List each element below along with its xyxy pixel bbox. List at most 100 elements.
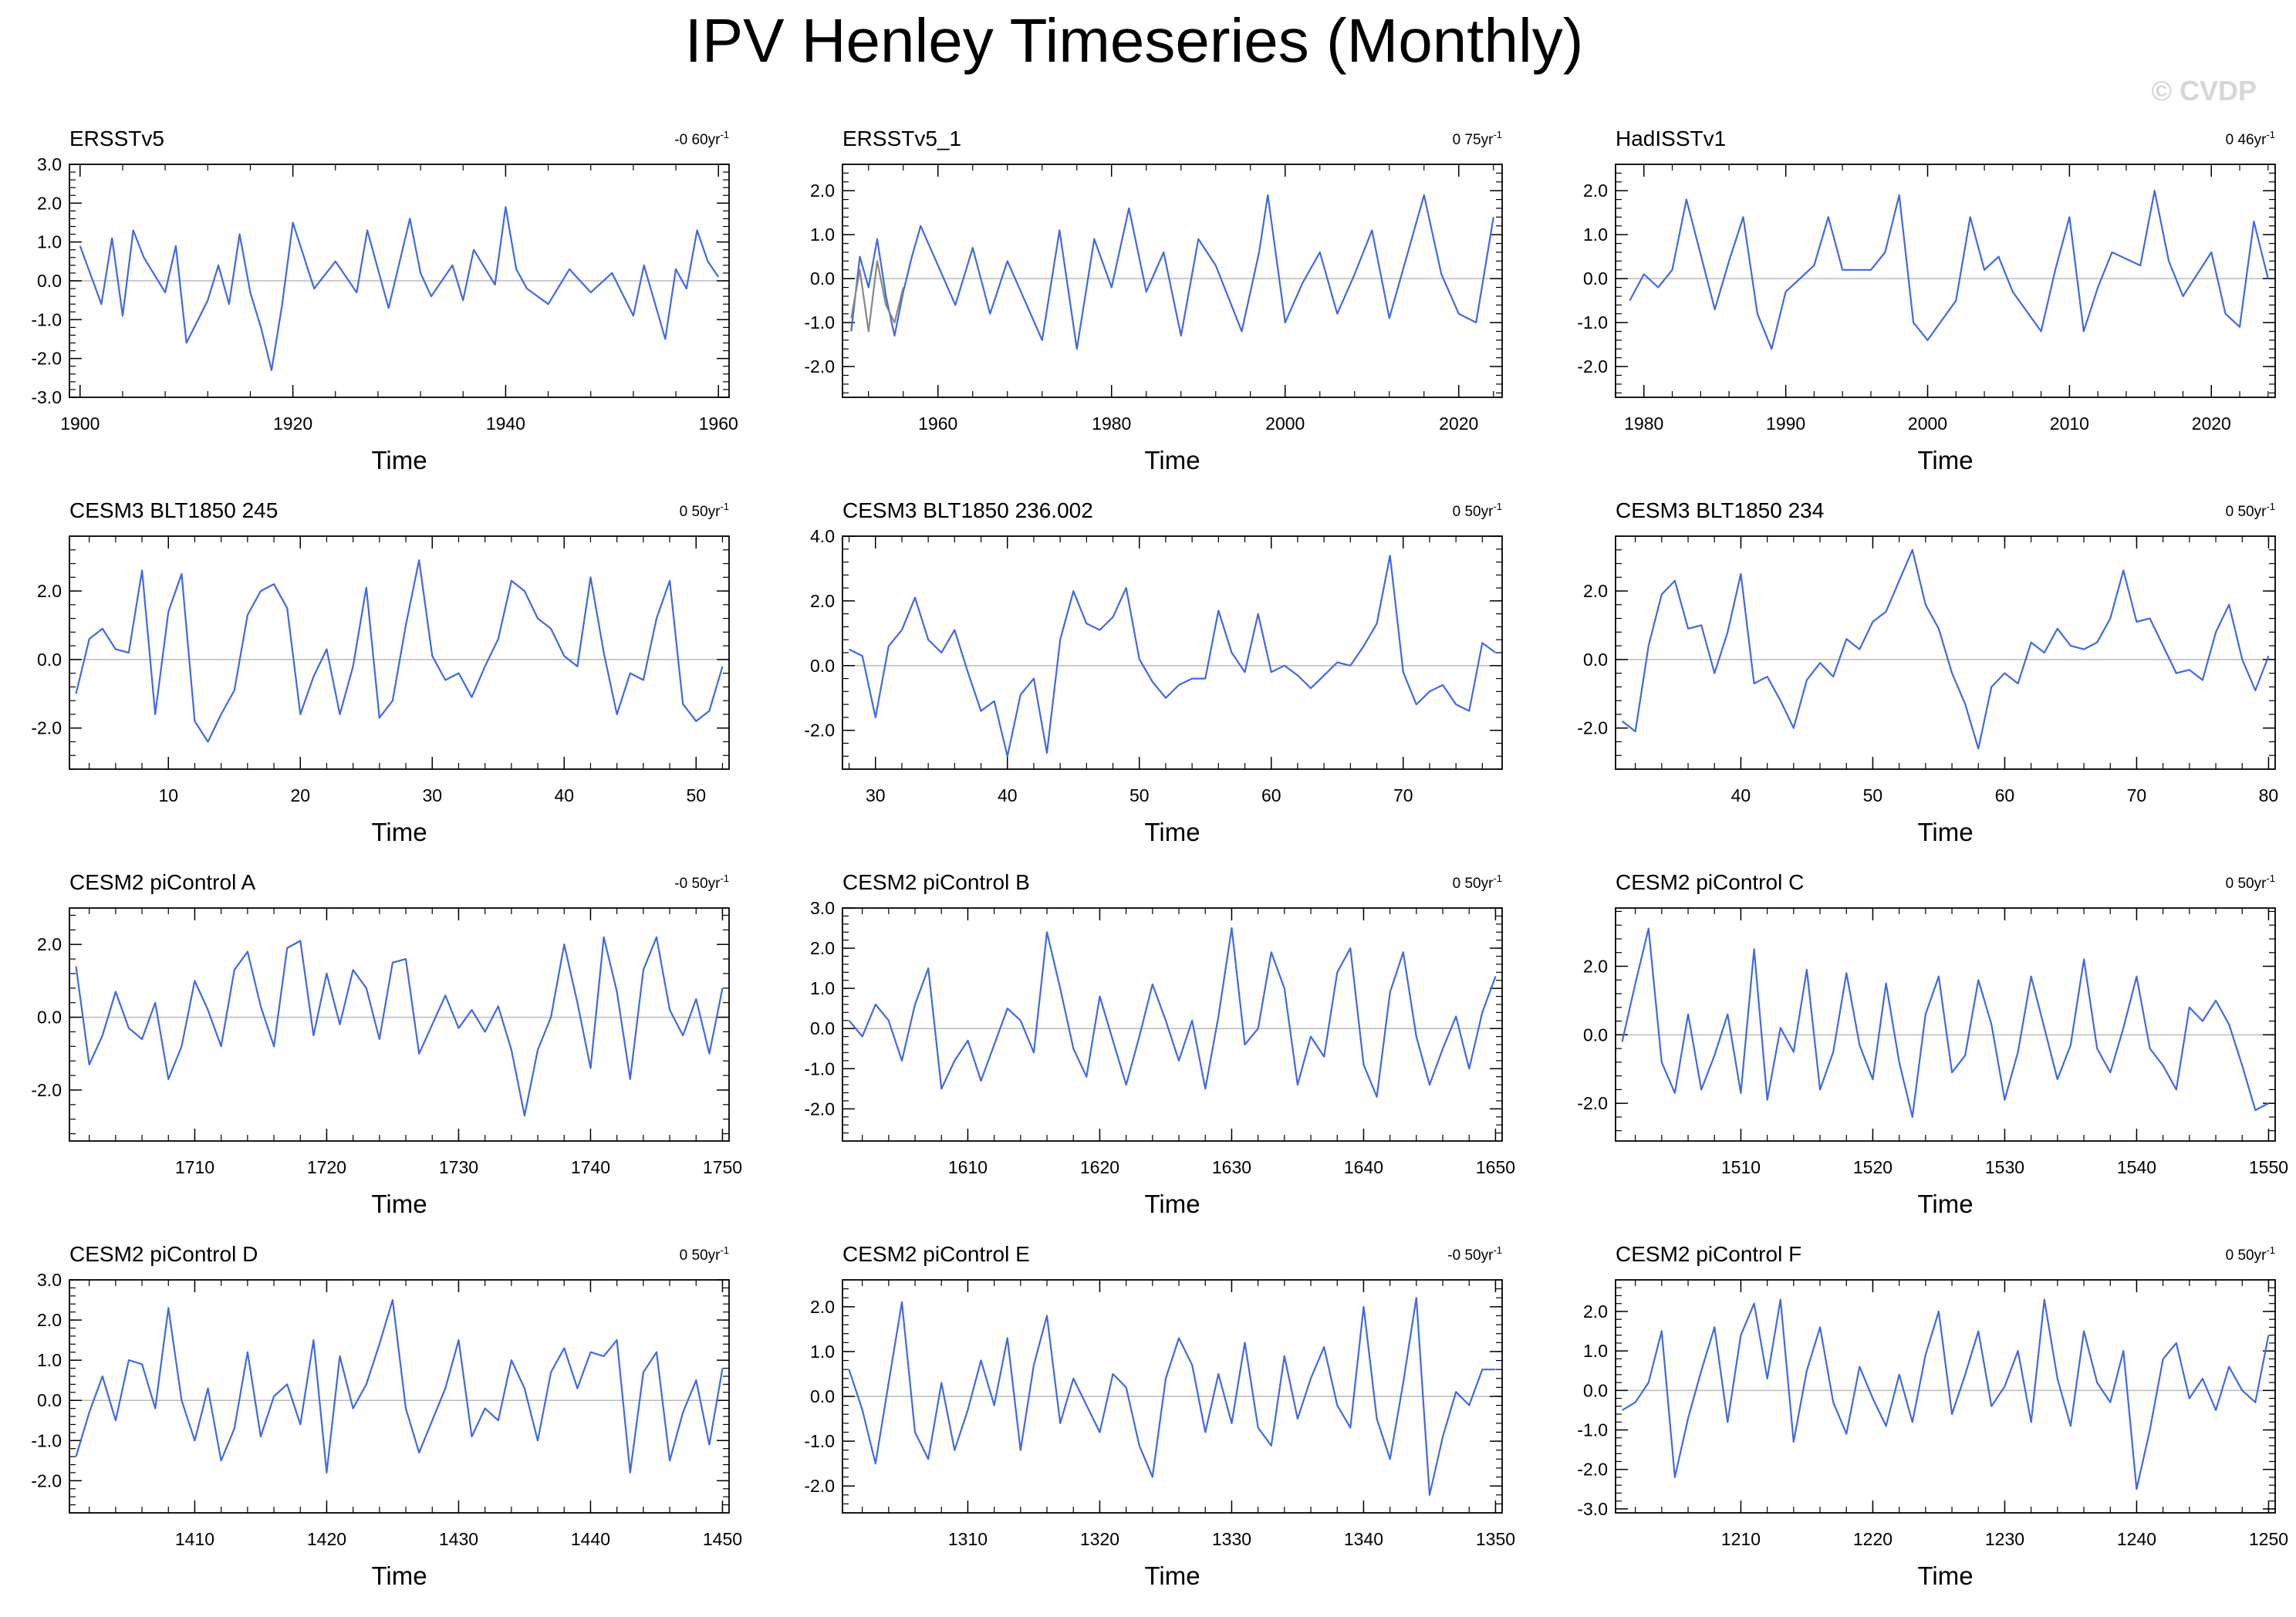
figure-title: IPV Henley Timeseries (Monthly) [685, 6, 1584, 75]
y-tick-label: -3.0 [1577, 1499, 1608, 1519]
y-tick-label: 2.0 [810, 591, 835, 611]
series-line [849, 555, 1497, 758]
panel-title: CESM2 piControl C [1616, 870, 1804, 894]
series-line [850, 260, 904, 333]
y-tick-label: -1.0 [804, 1058, 835, 1079]
x-tick-label: 1420 [307, 1529, 346, 1549]
y-tick-label: -2.0 [1577, 356, 1608, 376]
plot-frame [1615, 164, 2276, 398]
panel-trend: 0 50yr-1 [680, 501, 729, 520]
plot-frame [842, 907, 1503, 1142]
y-tick-label: -1.0 [804, 1431, 835, 1451]
y-tick-label: 2.0 [810, 181, 835, 201]
plot-frame [69, 907, 730, 1142]
y-tick-label: 0.0 [1583, 650, 1608, 670]
trend-exponent: -1 [1493, 501, 1502, 512]
x-tick-label: 1980 [1092, 414, 1131, 434]
y-tick-label: 1.0 [810, 224, 835, 245]
trend-exponent: -1 [2266, 1244, 2275, 1256]
x-tick-label: 1960 [918, 414, 957, 434]
x-tick-label: 1990 [1766, 414, 1805, 434]
panel-trend: 0 50yr-1 [2226, 873, 2275, 892]
chart-panel: CESM2 piControl D 0 50yr-1 1410 1420 1430 144… [31, 1242, 742, 1590]
series-line [850, 194, 1494, 350]
x-tick-label: 50 [1129, 785, 1150, 805]
panel-trend: 0 75yr-1 [1453, 129, 1502, 148]
y-tick-label: 1.0 [37, 232, 62, 252]
x-tick-label: 1620 [1080, 1157, 1119, 1177]
y-tick-label: 2.0 [37, 581, 62, 601]
panel-title: CESM3 BLT1850 236.002 [842, 498, 1093, 522]
y-tick-label: -2.0 [31, 1470, 62, 1490]
y-tick-label: 3.0 [37, 154, 62, 174]
y-tick-label: -2.0 [31, 718, 62, 738]
x-tick-label: 1940 [486, 414, 525, 434]
x-axis-label: Time [371, 1561, 427, 1590]
chart-panel: ERSSTv5_1 0 75yr-1 1960 1980 2000 2020 -2.0 -1.… [804, 127, 1503, 474]
x-tick-label: 60 [1995, 785, 2015, 805]
x-tick-label: 1430 [439, 1529, 478, 1549]
y-tick-label: 2.0 [1583, 1301, 1608, 1322]
y-tick-label: 2.0 [37, 1310, 62, 1330]
x-tick-label: 2000 [1908, 414, 1947, 434]
trend-exponent: -1 [1493, 129, 1502, 140]
watermark: © CVDP [2151, 75, 2257, 106]
series-line [848, 927, 1497, 1098]
x-axis-label: Time [1144, 1190, 1200, 1218]
trend-exponent: -1 [720, 1244, 729, 1256]
x-tick-label: 1980 [1624, 414, 1663, 434]
x-tick-label: 1240 [2117, 1529, 2156, 1549]
x-tick-label: 2010 [2050, 414, 2089, 434]
x-tick-label: 1250 [2249, 1529, 2288, 1549]
panel-trend: -0 60yr-1 [674, 129, 729, 148]
y-tick-label: 0.0 [810, 1386, 835, 1406]
x-tick-label: 1530 [1985, 1157, 2024, 1177]
y-tick-label: 1.0 [810, 978, 835, 998]
x-tick-label: 70 [2127, 785, 2147, 805]
y-tick-label: -2.0 [31, 1080, 62, 1100]
y-tick-label: 2.0 [1583, 181, 1608, 201]
plot-frame [69, 1279, 730, 1514]
x-tick-label: 1720 [307, 1157, 346, 1177]
x-tick-label: 70 [1393, 785, 1413, 805]
trend-exponent: -1 [720, 129, 729, 140]
y-tick-label: -2.0 [1577, 718, 1608, 738]
y-tick-label: -1.0 [31, 309, 62, 329]
panel-trend: -0 50yr-1 [1447, 1244, 1502, 1264]
x-tick-label: 1320 [1080, 1529, 1119, 1549]
x-tick-label: 1310 [948, 1529, 988, 1549]
plot-frame [1615, 535, 2276, 770]
panel-trend: 0 50yr-1 [680, 1244, 729, 1264]
x-tick-label: 1650 [1476, 1157, 1515, 1177]
x-tick-label: 40 [554, 785, 574, 805]
y-tick-label: 0.0 [37, 650, 62, 670]
y-tick-label: 0.0 [810, 268, 835, 289]
x-tick-label: 30 [422, 785, 442, 805]
x-tick-label: 2020 [1439, 414, 1478, 434]
y-tick-label: 0.0 [810, 656, 835, 676]
x-tick-label: 1220 [1853, 1529, 1893, 1549]
plot-frame [69, 535, 730, 770]
x-tick-label: 1520 [1853, 1157, 1893, 1177]
x-tick-label: 1330 [1212, 1529, 1251, 1549]
y-tick-label: 1.0 [1583, 1341, 1608, 1361]
y-tick-label: -2.0 [1577, 1460, 1608, 1480]
x-tick-label: 1340 [1344, 1529, 1383, 1549]
chart-panel: CESM3 BLT1850 236.002 0 50yr-1 30 40 50 60 70 -… [804, 498, 1503, 846]
plot-frame [842, 535, 1503, 770]
series-line [848, 1297, 1496, 1496]
trend-exponent: -1 [2266, 129, 2275, 140]
x-tick-label: 1740 [571, 1157, 610, 1177]
trend-exponent: -1 [1493, 873, 1502, 884]
x-tick-label: 20 [290, 785, 310, 805]
x-tick-label: 1900 [60, 414, 100, 434]
trend-exponent: -1 [2266, 501, 2275, 512]
x-tick-label: 1730 [439, 1157, 478, 1177]
chart-panel: HadISSTv1 0 46yr-1 1980 1990 2000 2010 2020 -2.… [1577, 127, 2276, 474]
x-tick-label: 50 [1863, 785, 1883, 805]
x-tick-label: 2000 [1265, 414, 1305, 434]
x-tick-label: 1350 [1476, 1529, 1515, 1549]
chart-panel: CESM2 piControl C 0 50yr-1 1510 1520 1530 154… [1577, 870, 2288, 1218]
y-tick-label: -2.0 [1577, 1093, 1608, 1113]
x-tick-label: 1440 [571, 1529, 610, 1549]
